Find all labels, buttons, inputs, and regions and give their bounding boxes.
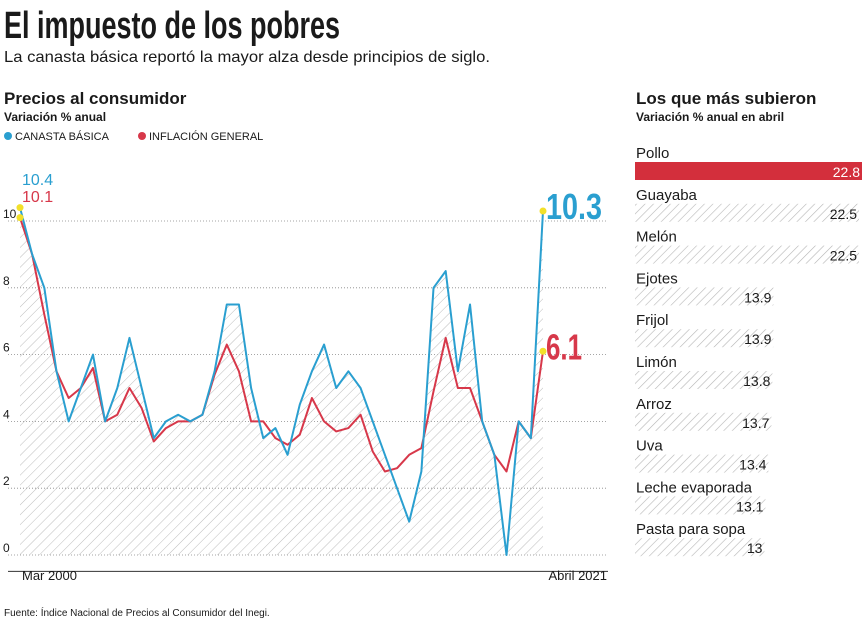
point-marker [539,207,547,215]
value-label: 13.9 [744,289,771,305]
bar [635,538,765,557]
legend-label: INFLACIÓN GENERAL [149,130,263,143]
value-label: 22.8 [833,164,860,180]
bar [635,245,860,264]
bar [635,496,766,515]
value-label: 13.1 [736,498,763,514]
bar [635,162,862,180]
bar [635,329,774,348]
legend-marker [138,132,146,140]
line-chart: CANASTA BÁSICA INFLACIÓN GENERAL 0 2 4 6 8 10 Ma… [3,130,608,583]
bar [635,454,769,473]
value-label: 13.4 [739,457,766,473]
bar [635,371,773,389]
chart-subtitle: Variación % anual en abril [636,110,784,124]
value-label: 10.4 [22,172,53,189]
page-subtitle: La canasta básica reportó la mayor alza … [4,49,490,66]
y-tick-label: 10 [3,207,17,221]
chart-title: Los que más subieron [636,89,816,108]
bar [635,287,774,306]
bar [635,203,860,222]
chart-title: Precios al consumidor [4,89,187,108]
value-label: 10.1 [22,189,53,206]
point-marker [539,347,547,355]
x-tick-label: Mar 2000 [22,568,77,583]
category-label: Ejotes [636,270,678,287]
value-label: 22.5 [830,206,857,222]
category-label: Uva [636,438,663,455]
legend-marker [4,132,12,140]
legend-label: CANASTA BÁSICA [15,130,110,143]
bar-chart: Pollo 22.8 Guayaba 22.5 Melón 22.5 Ejotes 13.9 F… [635,145,862,557]
value-label: 13.7 [742,415,769,431]
value-label: 6.1 [546,326,582,367]
bar [635,412,772,431]
category-label: Limón [636,354,677,371]
y-tick-label: 2 [3,474,10,488]
category-label: Melón [636,229,677,246]
category-label: Pasta para sopa [636,521,746,538]
y-tick-label: 8 [3,274,10,288]
y-tick-label: 0 [3,541,10,555]
y-tick-label: 4 [3,407,10,421]
value-label: 13.8 [743,373,770,389]
value-label: 13.9 [744,331,771,347]
category-label: Arroz [636,396,672,413]
category-label: Frijol [636,312,669,329]
y-tick-label: 6 [3,341,10,355]
value-label: 13 [747,540,763,556]
series-line [19,207,544,556]
value-label: 10.3 [546,186,602,227]
category-label: Leche evaporada [636,479,753,496]
point-marker [16,204,24,212]
value-label: 22.5 [830,248,857,264]
area [20,207,543,555]
category-label: Pollo [636,145,669,162]
chart-subtitle: Variación % anual [4,110,106,124]
page-title: El impuesto de los pobres [4,5,340,47]
point-marker [16,214,24,222]
x-tick-label: Abril 2021 [548,568,607,583]
source: Fuente: Índice Nacional de Precios al Co… [4,606,270,619]
category-label: Guayaba [636,187,698,204]
